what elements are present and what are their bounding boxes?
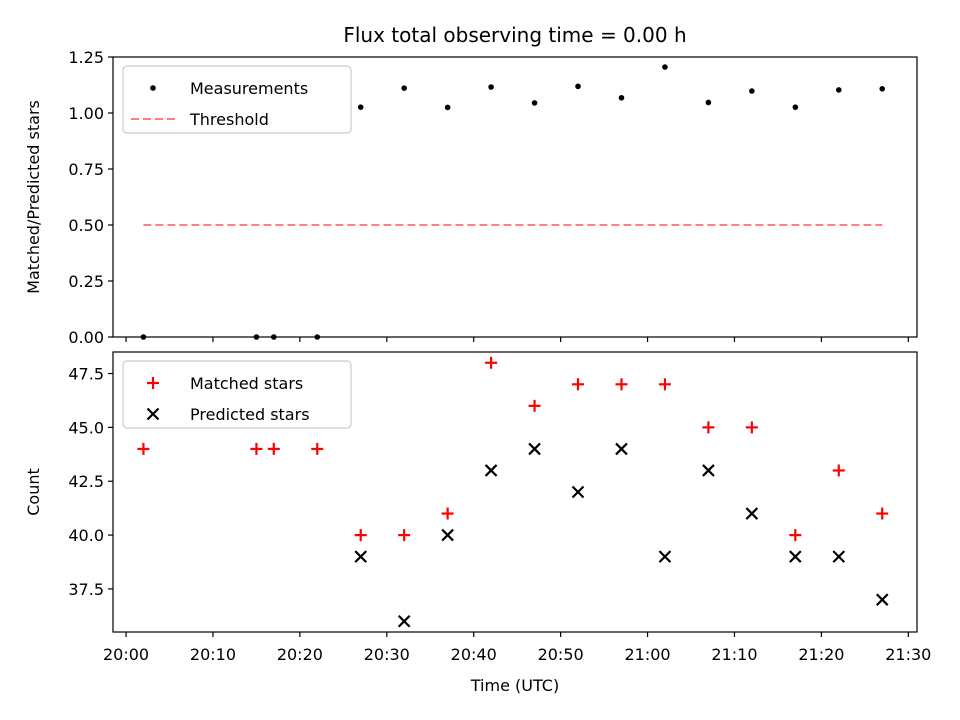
matched-star-marker	[658, 378, 671, 391]
y-tick-label: 0.75	[68, 160, 104, 179]
predicted-star-marker	[615, 442, 628, 456]
y-tick-label: 0.00	[68, 328, 104, 347]
measurement-point	[357, 104, 364, 110]
legend-box	[122, 360, 352, 429]
x-tick-label: 20:50	[538, 645, 584, 664]
matched-star-marker	[832, 464, 845, 477]
y-axis-label: Count	[24, 468, 43, 516]
x-tick-label: 20:00	[103, 645, 149, 664]
measurement-point	[749, 88, 755, 94]
predicted-star-marker	[875, 593, 889, 606]
measurement-point	[705, 99, 712, 106]
matched-star-marker	[789, 529, 802, 542]
measurement-point	[879, 86, 886, 92]
matched-star-marker	[398, 529, 411, 542]
measurement-point	[314, 334, 321, 340]
x-tick-label: 20:40	[451, 645, 497, 664]
predicted-star-marker	[354, 550, 367, 563]
matched-star-marker	[354, 529, 367, 542]
x-tick-label: 20:30	[364, 645, 410, 664]
y-tick-label: 47.5	[68, 365, 104, 384]
predicted-star-marker	[528, 442, 541, 456]
y-tick-label: 1.25	[68, 48, 104, 67]
measurement-point	[575, 83, 581, 90]
predicted-star-marker	[397, 614, 411, 628]
predicted-star-marker	[702, 464, 715, 477]
matched-star-marker	[876, 507, 889, 520]
legend-marker	[150, 85, 156, 91]
matched-star-marker	[528, 399, 541, 412]
y-tick-label: 0.50	[68, 216, 104, 235]
measurement-point	[835, 87, 842, 93]
measurement-point	[401, 85, 407, 91]
matched-star-marker	[441, 507, 454, 520]
predicted-star-marker	[745, 507, 759, 520]
measurement-point	[253, 334, 260, 340]
predicted-star-marker	[832, 550, 846, 563]
measurement-point	[662, 64, 668, 70]
legend-marker	[146, 407, 160, 421]
predicted-star-marker	[658, 550, 672, 563]
matched-star-marker	[572, 378, 585, 391]
y-axis-label: Matched/Predicted stars	[24, 100, 43, 294]
measurement-point	[618, 94, 625, 101]
measurement-point	[488, 84, 494, 90]
legend-label: Threshold	[189, 110, 269, 129]
x-tick-label: 21:30	[885, 645, 931, 664]
matched-star-marker	[250, 442, 263, 455]
y-tick-label: 45.0	[68, 418, 104, 437]
legend-label: Predicted stars	[190, 405, 310, 424]
plot-frame	[112, 56, 918, 338]
bottom-panel: 37.5 40.0 42.5 45.0 47.5 20:00 20:10 20:20 20:30…	[24, 351, 931, 664]
measurement-point	[271, 334, 277, 340]
matched-star-marker	[615, 378, 628, 391]
matched-star-marker	[311, 442, 324, 455]
matched-star-marker	[267, 442, 280, 455]
x-tick-label: 20:20	[277, 645, 323, 664]
matched-star-marker	[485, 356, 498, 369]
x-tick-label: 20:10	[190, 645, 236, 664]
measurement-point	[531, 100, 538, 106]
plot-frame	[112, 351, 918, 633]
legend-label: Matched stars	[190, 374, 303, 393]
top-panel: 0.00 0.25 0.50 0.75 1.00 1.25 Matched/Predicte…	[24, 48, 918, 347]
y-tick-label: 37.5	[68, 580, 104, 599]
y-tick-label: 40.0	[68, 526, 104, 545]
predicted-star-marker	[484, 464, 498, 477]
predicted-star-marker	[571, 485, 585, 499]
x-axis-label: Time (UTC)	[470, 676, 559, 695]
y-tick-label: 1.00	[68, 104, 104, 123]
legend-box	[122, 65, 352, 134]
x-tick-label: 21:20	[798, 645, 844, 664]
x-tick-label: 21:10	[711, 645, 757, 664]
matched-star-marker	[702, 421, 715, 434]
measurement-point	[140, 334, 147, 340]
matched-star-marker	[745, 421, 758, 434]
legend-label: Measurements	[190, 79, 308, 98]
y-tick-label: 42.5	[68, 472, 104, 491]
predicted-star-marker	[789, 550, 802, 563]
measurement-point	[444, 104, 451, 111]
legend: Measurements Threshold	[122, 65, 352, 134]
predicted-star-marker	[441, 528, 454, 542]
measurement-point	[792, 104, 799, 110]
legend-marker	[147, 377, 159, 389]
y-tick-label: 0.25	[68, 272, 104, 291]
legend: Matched stars Predicted stars	[122, 360, 352, 429]
x-tick-label: 21:00	[624, 645, 670, 664]
matched-star-marker	[137, 442, 150, 455]
figure-title: Flux total observing time = 0.00 h	[343, 23, 686, 47]
